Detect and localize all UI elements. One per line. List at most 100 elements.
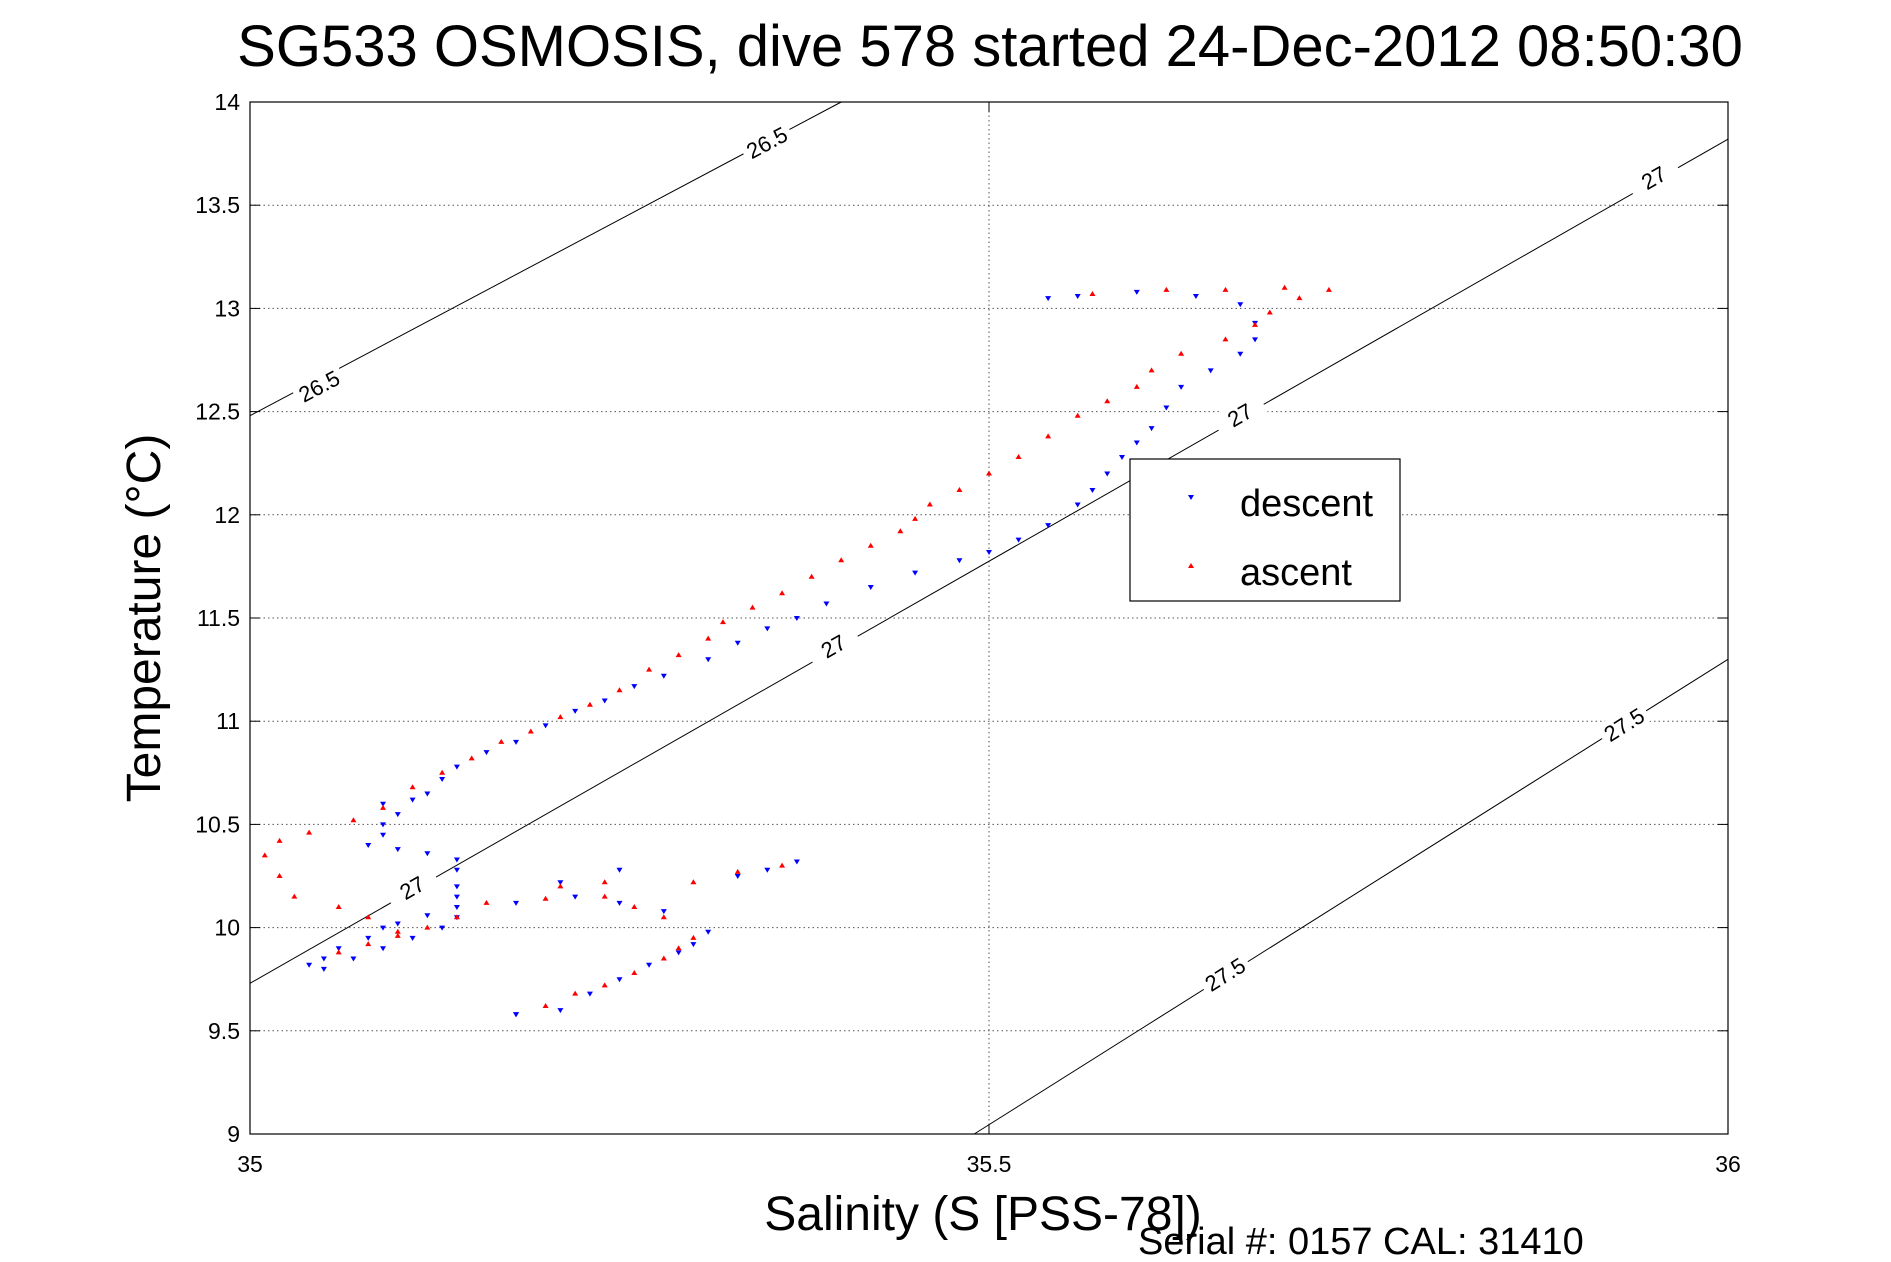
ascent-point — [1266, 309, 1273, 315]
legend-marker-ascent — [1188, 563, 1194, 568]
ascent-point — [1296, 295, 1303, 301]
ascent-point — [631, 903, 638, 909]
isopycnal-label-background — [383, 863, 441, 910]
ascent-point — [1089, 290, 1096, 296]
isopycnal-label-background — [1210, 390, 1268, 438]
descent-point — [1178, 384, 1185, 390]
isopycnal-label-background — [1624, 153, 1682, 200]
descent-point — [660, 909, 667, 915]
ascent-point — [705, 635, 712, 641]
descent-point — [867, 585, 874, 591]
ascent-point — [380, 804, 387, 810]
y-tick-label: 12 — [214, 502, 240, 528]
ascent-point — [1252, 321, 1259, 327]
ascent-point — [557, 714, 564, 720]
ascent-point — [1045, 433, 1052, 439]
descent-point — [690, 942, 697, 948]
ascent-point — [631, 970, 638, 976]
isopycnal-label-background — [737, 118, 795, 165]
isopycnal-label-background — [804, 621, 862, 669]
isopycnal-label-background — [1595, 699, 1652, 748]
ascent-point — [1133, 383, 1140, 389]
isopycnal-label-background — [289, 362, 348, 408]
descent-point — [513, 739, 520, 745]
descent-point — [453, 904, 460, 910]
x-tick-label: 36 — [1715, 1151, 1741, 1177]
ascent-point — [986, 470, 992, 476]
descent-point — [439, 925, 446, 931]
descent-point — [616, 900, 623, 906]
ascent-point — [306, 829, 313, 835]
ascent-point — [616, 687, 623, 693]
descent-point — [823, 601, 830, 607]
descent-point — [320, 966, 327, 972]
descent-point — [1237, 351, 1244, 357]
ascent-point — [734, 868, 741, 874]
descent-point — [601, 698, 608, 704]
ascent-point — [646, 666, 653, 672]
y-tick-label: 11.5 — [197, 605, 240, 631]
ascent-point — [468, 755, 475, 761]
ascent-point — [956, 487, 963, 493]
descent-point — [424, 851, 431, 857]
ascent-point — [350, 817, 357, 823]
descent-point — [350, 956, 357, 962]
descent-point — [394, 812, 401, 818]
ascent-point — [1148, 367, 1155, 373]
descent-point — [453, 867, 460, 873]
legend: descent ascent — [1129, 458, 1401, 602]
ascent-point — [675, 652, 682, 658]
ascent-point — [424, 924, 431, 930]
ascent-point — [660, 955, 667, 961]
ascent-point — [261, 852, 268, 858]
ascent-point — [897, 528, 904, 534]
descent-point — [306, 962, 313, 968]
descent-point — [380, 822, 387, 828]
descent-point — [1148, 426, 1155, 432]
ascent-point — [838, 557, 845, 563]
ascent-point — [690, 879, 697, 885]
descent-point — [734, 874, 741, 879]
ascent-point — [1104, 398, 1111, 404]
descent-point — [1015, 537, 1022, 543]
ascent-point — [394, 928, 401, 934]
descent-point — [320, 956, 327, 962]
descent-point — [380, 946, 387, 952]
y-tick-label: 12.5 — [195, 399, 240, 425]
ascent-point — [453, 914, 460, 920]
descent-point — [439, 776, 446, 782]
descent-point — [764, 867, 771, 873]
descent-point — [1252, 337, 1259, 343]
descent-point — [660, 673, 667, 679]
descent-point — [631, 684, 638, 690]
x-tick-label: 35.5 — [967, 1151, 1012, 1177]
ascent-point — [276, 873, 283, 878]
legend-box — [1129, 458, 1401, 602]
ascent-point — [276, 837, 283, 843]
ascent-point — [557, 883, 564, 889]
y-tick-label: 9.5 — [208, 1018, 240, 1044]
descent-point — [1192, 294, 1199, 300]
chart-title: SG533 OSMOSIS, dive 578 started 24-Dec-2… — [237, 14, 1743, 79]
ascent-point — [779, 590, 786, 596]
descent-point — [1133, 289, 1140, 295]
isopycnal-label: 27.5 — [1595, 699, 1652, 748]
y-tick-label: 10 — [214, 915, 240, 941]
ascent-point — [542, 1003, 549, 1009]
ascent-point — [335, 903, 342, 909]
descent-point — [616, 867, 623, 873]
descent-point — [1104, 471, 1111, 477]
descent-point — [409, 935, 416, 941]
y-tick-label: 13 — [214, 295, 240, 321]
ascent-point — [601, 879, 608, 885]
ascent-point — [542, 895, 549, 901]
isopycnal-label-background — [1196, 949, 1253, 998]
descent-point — [424, 913, 431, 919]
legend-marker-descent — [1188, 495, 1194, 500]
descent-point — [793, 616, 800, 621]
ascent-point — [690, 934, 697, 940]
grid-lines — [250, 102, 1728, 1134]
ascent-point — [926, 501, 933, 507]
ascent-point — [912, 515, 919, 521]
